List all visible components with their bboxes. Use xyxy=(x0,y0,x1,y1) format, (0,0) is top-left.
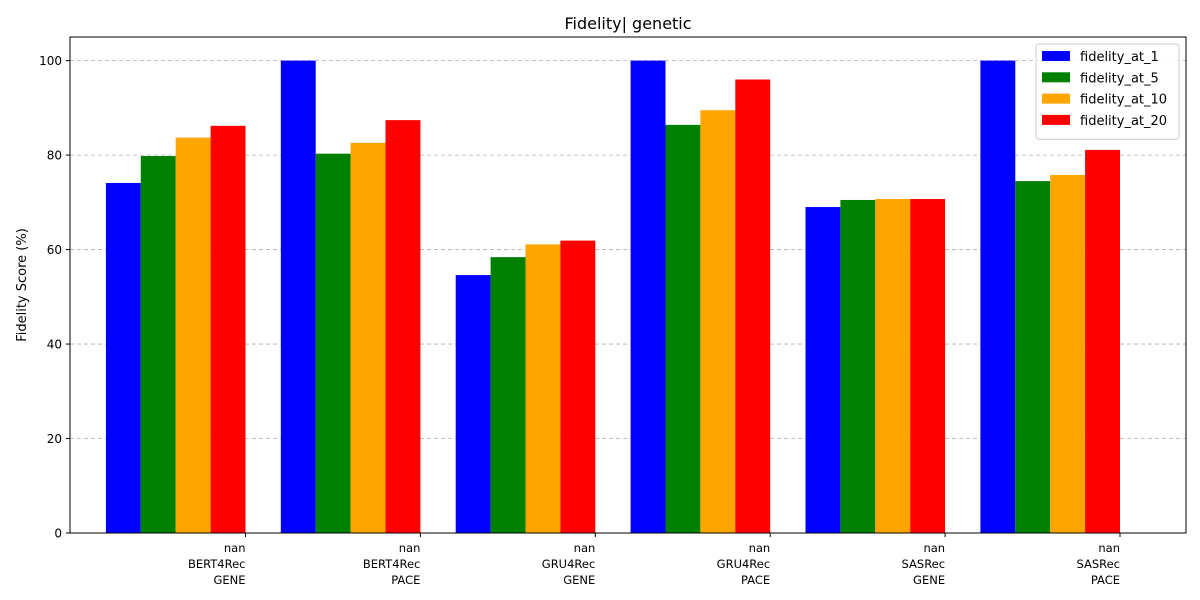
x-tick-label-line: PACE xyxy=(1091,573,1120,587)
x-tick-label: nan SASRec PACE xyxy=(1076,541,1120,587)
bar-fidelity_at_20-2 xyxy=(560,240,596,533)
legend-swatch-fidelity_at_10 xyxy=(1042,93,1070,104)
bars xyxy=(105,60,1120,534)
chart-title: Fidelity| genetic xyxy=(564,14,691,33)
x-tick-label-line: nan xyxy=(224,541,246,555)
x-tick-label-line: nan xyxy=(399,541,421,555)
bar-fidelity_at_5-4 xyxy=(840,199,876,533)
bar-fidelity_at_1-5 xyxy=(980,60,1016,533)
bar-fidelity_at_1-3 xyxy=(630,60,666,533)
x-tick-label-line: nan xyxy=(749,541,771,555)
bar-fidelity_at_5-1 xyxy=(315,153,351,533)
bar-fidelity_at_10-3 xyxy=(700,110,736,533)
legend-swatch-fidelity_at_1 xyxy=(1042,51,1070,61)
x-tick-label: nan SASRec GENE xyxy=(902,541,946,587)
bar-fidelity_at_10-1 xyxy=(350,142,386,533)
y-tick-label: 100 xyxy=(39,54,62,68)
x-tick-label: nan BERT4Rec PACE xyxy=(363,541,421,587)
x-tick-label-line: nan xyxy=(574,541,596,555)
legend: fidelity_at_1 fidelity_at_5 fidelity_at_10… xyxy=(1035,43,1180,140)
legend-box xyxy=(1035,43,1180,140)
y-tick-label: 60 xyxy=(47,243,62,257)
y-tick-labels: 0 20 40 60 80 100 xyxy=(39,54,62,540)
legend-label-fidelity_at_20: fidelity_at_20 xyxy=(1080,114,1167,129)
x-tick-label-line: GRU4Rec xyxy=(717,557,771,571)
grid-lines xyxy=(70,60,1186,439)
bar-fidelity_at_20-3 xyxy=(735,79,771,533)
x-tick-label: nan GRU4Rec GENE xyxy=(542,541,596,587)
x-tick-label-line: SASRec xyxy=(1076,557,1120,571)
x-tick-label-line: GENE xyxy=(213,573,245,587)
x-tick-label-line: PACE xyxy=(741,573,770,587)
bar-fidelity_at_5-2 xyxy=(490,257,526,533)
bar-fidelity_at_10-4 xyxy=(875,199,911,533)
plot-frame xyxy=(69,36,1187,534)
legend-swatch-fidelity_at_5 xyxy=(1042,72,1070,83)
y-tick-label: 80 xyxy=(47,149,62,163)
x-tick-label-line: GENE xyxy=(563,573,595,587)
legend-label-fidelity_at_5: fidelity_at_5 xyxy=(1080,71,1159,86)
x-tick-label-line: BERT4Rec xyxy=(363,557,421,571)
bar-fidelity_at_20-0 xyxy=(210,125,246,533)
y-tick-label: 0 xyxy=(54,527,62,541)
legend-swatch-fidelity_at_20 xyxy=(1042,114,1070,125)
bar-fidelity_at_10-5 xyxy=(1050,174,1086,533)
bar-fidelity_at_1-2 xyxy=(455,275,491,533)
x-tick-label-line: GRU4Rec xyxy=(542,557,596,571)
x-tick-label-line: PACE xyxy=(391,573,420,587)
x-tick-label-line: nan xyxy=(1098,541,1120,555)
bar-fidelity_at_20-5 xyxy=(1085,149,1120,533)
legend-label-fidelity_at_1: fidelity_at_1 xyxy=(1080,50,1159,65)
bar-fidelity_at_10-2 xyxy=(525,244,561,533)
bar-fidelity_at_20-4 xyxy=(910,199,946,533)
bar-fidelity_at_5-5 xyxy=(1015,181,1051,534)
x-tick-label-line: BERT4Rec xyxy=(188,557,246,571)
axes xyxy=(66,36,1187,537)
x-tick-labels: nan BERT4Rec GENE nan BERT4Rec PACE nan GRU4Rec… xyxy=(188,541,1120,587)
bar-fidelity_at_1-0 xyxy=(105,182,141,534)
y-tick-label: 40 xyxy=(47,338,62,352)
x-tick-label-line: SASRec xyxy=(902,557,946,571)
bar-fidelity_at_10-0 xyxy=(175,137,211,534)
bar-fidelity_at_5-3 xyxy=(665,124,701,533)
bar-fidelity_at_1-4 xyxy=(805,207,841,534)
bar-fidelity_at_5-0 xyxy=(140,156,176,534)
x-tick-label-line: nan xyxy=(923,541,945,555)
bar-fidelity_at_1-1 xyxy=(280,60,316,533)
bar-fidelity_at_20-1 xyxy=(385,120,421,534)
x-tick-label-line: GENE xyxy=(913,573,945,587)
x-tick-label: nan BERT4Rec GENE xyxy=(188,541,246,587)
legend-label-fidelity_at_10: fidelity_at_10 xyxy=(1080,93,1167,108)
y-axis-label: Fidelity Score (%) xyxy=(15,228,30,342)
y-tick-label: 20 xyxy=(47,432,62,446)
x-tick-label: nan GRU4Rec PACE xyxy=(717,541,771,587)
